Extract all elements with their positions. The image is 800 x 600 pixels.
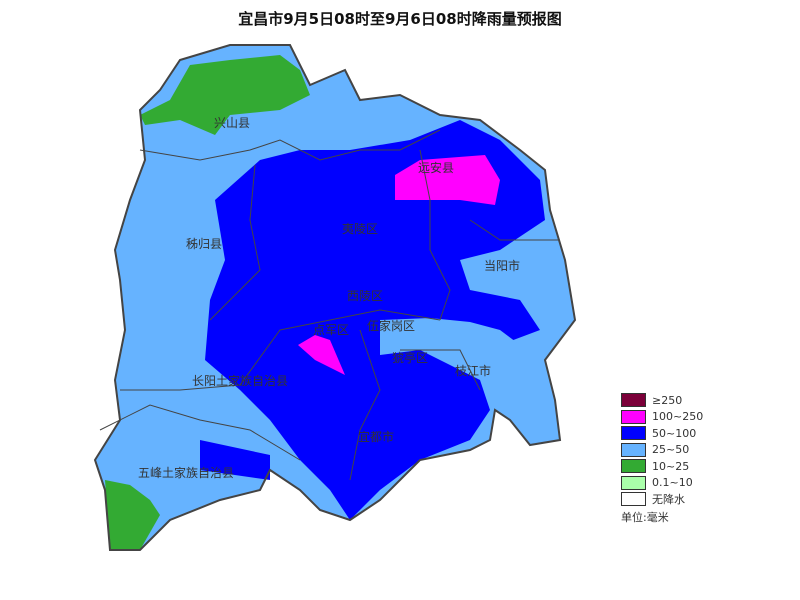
label-xiling: 西陵区 (347, 289, 383, 303)
region-10-25-xingshan (140, 55, 310, 135)
legend-item: 100~250 (621, 409, 703, 426)
label-wufeng: 五峰土家族自治县 (138, 465, 234, 480)
region-25-50-wujiagang (380, 318, 520, 355)
legend-label: 0.1~10 (652, 476, 693, 490)
legend-swatch (621, 475, 646, 490)
legend-item: 无降水 (621, 491, 703, 508)
label-dianjun: 点军区 (313, 323, 349, 337)
label-xiaoting: 猇亭区 (392, 350, 428, 365)
legend-swatch (621, 393, 646, 408)
legend-swatch (621, 459, 646, 474)
legend-item: 10~25 (621, 458, 703, 475)
legend-label: 10~25 (652, 459, 690, 473)
legend: ≥250 100~250 50~100 25~50 10~25 0.1~10 无… (621, 392, 703, 525)
legend-label: 25~50 (652, 443, 690, 457)
region-100-250-dianjun (298, 335, 345, 375)
label-yiling: 夷陵区 (342, 221, 378, 236)
label-yuanan: 远安县 (418, 160, 454, 175)
legend-swatch (621, 409, 646, 424)
region-100-250-yuanan (395, 155, 500, 205)
legend-item: 0.1~10 (621, 475, 703, 492)
legend-label: 100~250 (652, 410, 704, 424)
label-dangyang: 当阳市 (484, 258, 520, 273)
legend-label: ≥250 (652, 393, 683, 407)
region-50-100 (205, 120, 545, 520)
region-10-25-wufeng (105, 480, 160, 550)
legend-swatch (621, 426, 646, 441)
label-yidu: 宜都市 (358, 429, 394, 444)
legend-unit: 单位:毫米 (621, 510, 669, 524)
label-zigui: 秭归县 (186, 237, 222, 251)
legend-swatch (621, 492, 646, 507)
legend-item: 25~50 (621, 442, 703, 459)
label-xingshan: 兴山县 (214, 116, 250, 130)
region-50-100-wufeng (200, 440, 270, 480)
legend-label: 无降水 (652, 493, 685, 507)
label-zhijiang: 枝江市 (455, 363, 491, 378)
label-changyang: 长阳土家族自治县 (192, 373, 288, 388)
legend-item: 50~100 (621, 425, 703, 442)
legend-item: ≥250 (621, 392, 703, 409)
label-wujiagang: 伍家岗区 (367, 318, 415, 333)
county-boundaries (99, 129, 560, 481)
legend-swatch (621, 442, 646, 457)
map-title: 宜昌市9月5日08时至9月6日08时降雨量预报图 (238, 10, 562, 28)
city-boundary (93, 44, 577, 551)
legend-label: 50~100 (652, 426, 697, 440)
region-labels: 兴山县 远安县 秭归县 夷陵区 当阳市 西陵区 点军区 伍家岗区 猇亭区 枝江市… (138, 116, 520, 480)
